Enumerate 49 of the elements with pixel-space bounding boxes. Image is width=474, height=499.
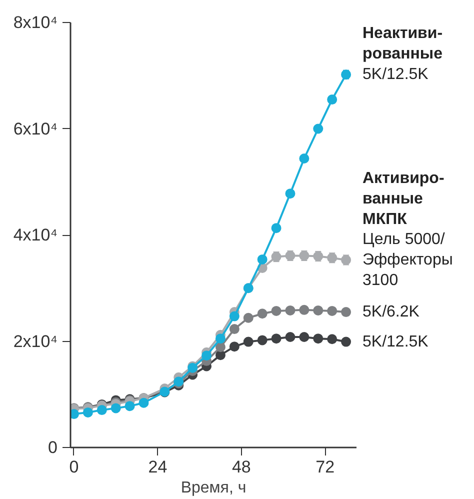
y-tick-label: 0	[48, 438, 58, 457]
x-tick-label: 48	[232, 458, 251, 476]
y-tick-label: 6x10⁴	[13, 119, 58, 138]
text: Активиро- ванные МКПК	[362, 170, 444, 228]
point	[215, 342, 226, 352]
point	[243, 336, 254, 347]
point	[202, 350, 212, 361]
x-tick-label: 24	[148, 458, 168, 476]
point	[313, 124, 324, 134]
point	[271, 306, 282, 316]
point	[285, 332, 296, 342]
point	[327, 94, 338, 105]
series-label: 5K/6.2K	[362, 304, 420, 321]
series-label: 5K/12.5K	[362, 333, 429, 350]
point	[299, 154, 310, 164]
point	[215, 334, 226, 344]
point	[243, 312, 254, 323]
point	[229, 311, 240, 322]
point	[327, 306, 338, 316]
point	[271, 334, 282, 344]
point	[82, 407, 93, 418]
point	[229, 342, 240, 352]
point	[327, 334, 338, 344]
point	[299, 304, 310, 315]
point	[285, 188, 296, 199]
point	[257, 308, 268, 319]
series-label: 5K/12.5K	[362, 66, 429, 84]
point	[313, 305, 324, 316]
series-label: Цель 5000/ Эффекторы 3100	[362, 231, 453, 289]
point	[138, 398, 149, 408]
y-tick-label: 8x10⁴	[13, 13, 58, 32]
point	[341, 307, 352, 318]
point	[110, 403, 121, 414]
point	[96, 405, 107, 416]
y-tick-label: 4x10⁴	[13, 226, 58, 244]
x-axis-title: Время, ч	[180, 480, 246, 496]
point	[124, 401, 135, 412]
point	[285, 305, 296, 316]
point	[313, 334, 324, 344]
y-tick-label: 2x10⁴	[13, 332, 58, 351]
x-tick-label: 0	[69, 458, 79, 476]
point	[229, 324, 240, 334]
point	[341, 336, 352, 347]
point	[257, 254, 268, 264]
point	[299, 332, 310, 342]
text: Неактиви- рованные	[362, 25, 443, 63]
point	[271, 223, 282, 234]
point	[257, 335, 268, 346]
x-tick-label: 72	[316, 458, 335, 476]
